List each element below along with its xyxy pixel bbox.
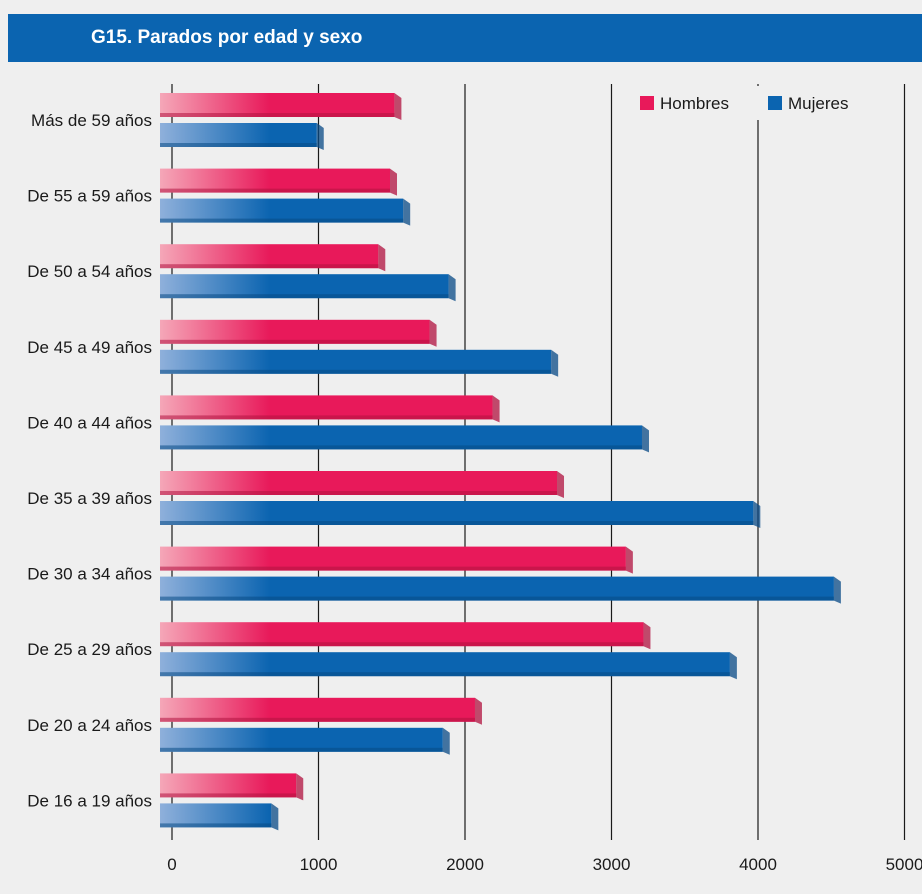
grid-lines [171,84,906,840]
chart-area: Más de 59 años De 55 a 59 años De 50 a 54 … [0,62,922,889]
bar-mujeres [160,803,279,831]
x-tick-label: 5000 [886,855,922,874]
bar-hombres-edge [160,491,558,495]
bar-mujeres [160,501,761,528]
bar-mujeres-cap [729,652,737,680]
bar-mujeres-cap [442,727,450,755]
bar-mujeres-cap [403,198,411,226]
bar-hombres-cap [474,697,482,725]
category-label: De 45 a 49 años [27,338,152,357]
bar-hombres-edge [160,113,395,117]
x-tick-labels: 0 1000 2000 3000 4000 5000 [167,855,922,874]
bar-mujeres-cap [448,274,456,302]
category-label: De 16 a 19 años [27,791,152,810]
category-label: De 40 a 44 años [27,413,152,432]
bar-mujeres-edge [160,521,754,525]
bar-mujeres-edge [160,823,272,828]
bar-mujeres-edge [160,369,552,374]
bar-mujeres-cap [641,425,649,453]
bar-hombres [160,319,437,347]
bar-hombres-edge [160,566,626,571]
bar-mujeres-cap [316,123,324,150]
legend: Hombres Mujeres [628,86,864,120]
category-label: De 30 a 34 años [27,565,152,584]
category-label: De 25 a 29 años [27,640,152,659]
bar-mujeres-edge [160,747,443,752]
x-tick-label: 2000 [446,855,484,874]
bar-mujeres-edge [160,672,730,677]
category-labels: Más de 59 años De 55 a 59 años De 50 a 54 … [27,111,152,810]
category-label: De 35 a 39 años [27,489,152,508]
bar-hombres [160,773,304,801]
chart-title: G15. Parados por edad y sexo [91,27,363,48]
bar-hombres [160,93,402,120]
bar-hombres-face [160,546,626,571]
bar-hombres [160,471,565,498]
bar-hombres [160,622,651,650]
bar-mujeres [160,349,559,377]
x-tick-label: 1000 [300,855,338,874]
bar-hombres-edge [160,642,644,647]
bar-hombres [160,168,398,196]
bar-hombres-cap [492,395,500,423]
bar-mujeres [160,727,450,755]
bar-mujeres-edge [160,294,449,299]
bar-hombres-edge [160,717,475,722]
bar-mujeres-edge [160,218,404,223]
bars [160,93,841,831]
bar-mujeres [160,425,649,453]
x-tick-label: 4000 [739,855,777,874]
bar-hombres-edge [160,188,391,193]
legend-hombres-label: Hombres [660,94,729,113]
bar-mujeres-edge [160,596,834,601]
legend-hombres-swatch [640,96,654,110]
bar-hombres-cap [429,319,437,347]
legend-mujeres-swatch [768,96,782,110]
legend-background [628,86,864,120]
bar-hombres-cap [390,168,398,196]
bar-mujeres [160,123,324,150]
bar-chart: Más de 59 años De 55 a 59 años De 50 a 54 … [27,84,922,874]
bar-hombres-cap [378,244,386,272]
bar-mujeres [160,652,737,680]
chart-header: G15. Parados por edad y sexo [8,14,922,62]
category-label: De 50 a 54 años [27,262,152,281]
bar-mujeres-edge [160,143,317,147]
bar-hombres-edge [160,793,297,798]
bar-hombres-cap [557,471,565,498]
bar-hombres-edge [160,264,379,269]
bar-hombres-edge [160,415,493,420]
category-label: De 20 a 24 años [27,716,152,735]
x-tick-label: 0 [167,855,176,874]
bar-mujeres [160,274,456,302]
bar-hombres [160,697,482,725]
bar-hombres-cap [394,93,402,120]
bar-hombres-edge [160,339,430,344]
bar-hombres [160,546,633,574]
bar-mujeres-cap [271,803,279,831]
bar-hombres-cap [296,773,304,801]
legend-mujeres-label: Mujeres [788,94,848,113]
bar-mujeres-cap [833,576,841,604]
category-label: De 55 a 59 años [27,187,152,206]
bar-hombres-cap [625,546,633,574]
bar-mujeres-edge [160,445,642,450]
bar-hombres-cap [643,622,651,650]
x-tick-label: 3000 [593,855,631,874]
bar-mujeres [160,198,411,226]
bar-mujeres-cap [551,349,559,377]
bar-mujeres [160,576,841,604]
bar-hombres [160,244,386,272]
bar-hombres [160,395,500,423]
bar-mujeres-cap [753,501,761,528]
category-label: Más de 59 años [31,111,152,130]
